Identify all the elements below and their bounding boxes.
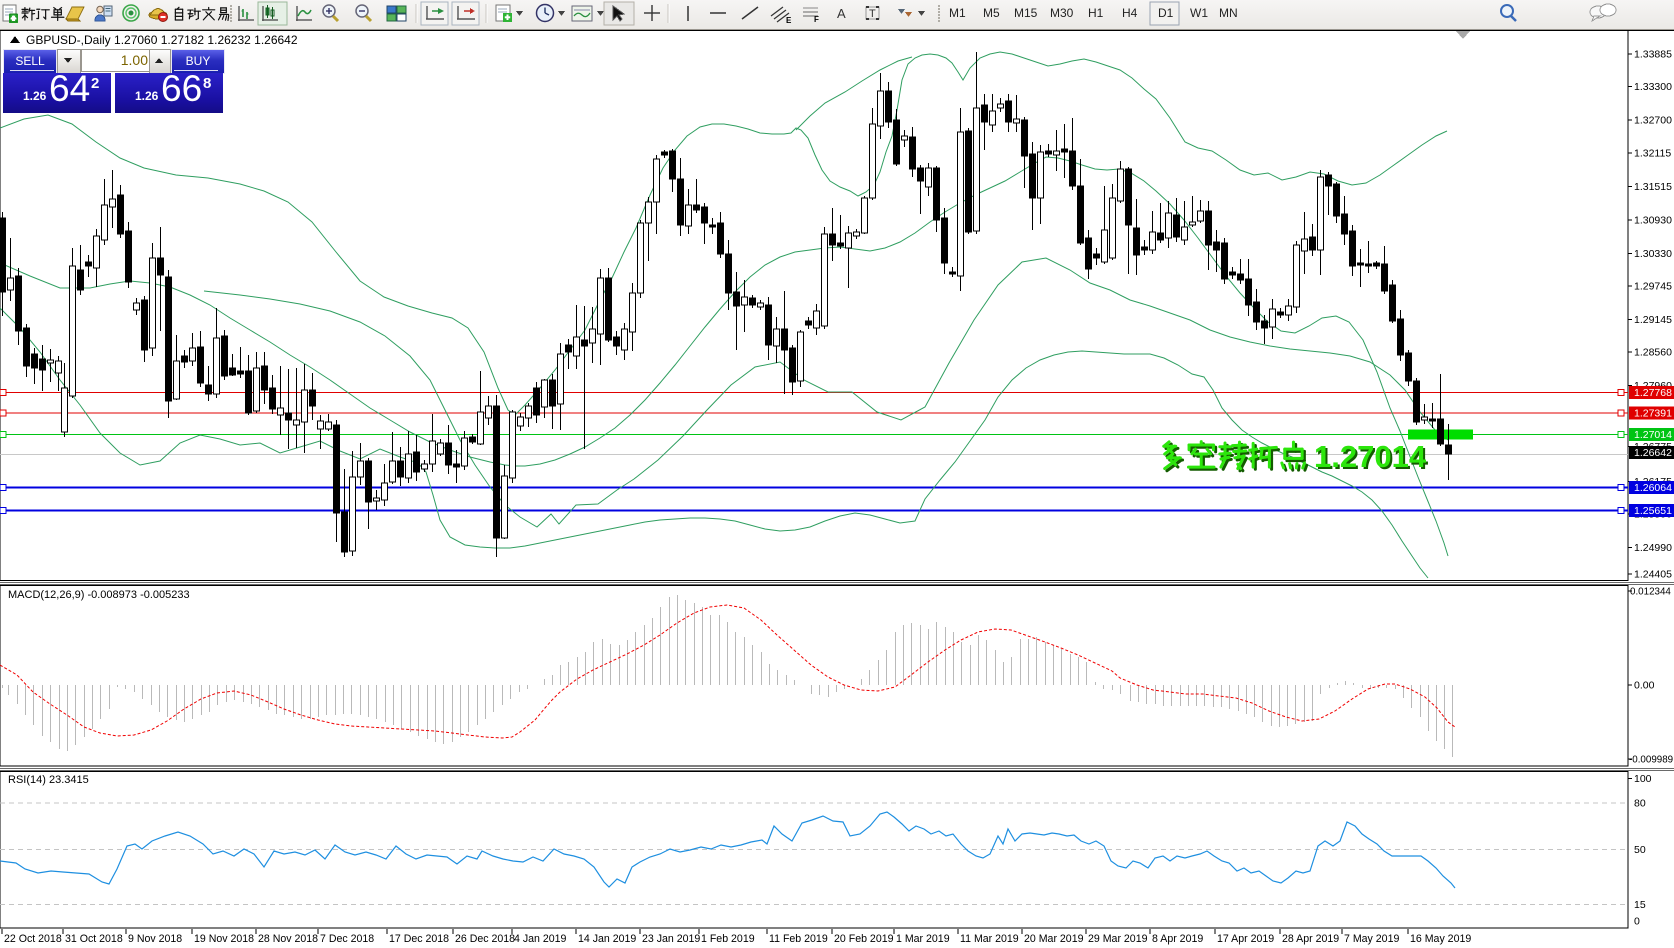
svg-text:1.30330: 1.30330 — [1634, 248, 1672, 260]
svg-text:1 Feb 2019: 1 Feb 2019 — [701, 933, 755, 945]
svg-text:D1: D1 — [1158, 6, 1174, 20]
svg-text:0: 0 — [1634, 916, 1640, 928]
svg-text:15: 15 — [1634, 899, 1646, 911]
svg-text:1.27391: 1.27391 — [1634, 408, 1672, 420]
svg-text:8 Apr 2019: 8 Apr 2019 — [1152, 933, 1203, 945]
svg-text:0.012344: 0.012344 — [1630, 587, 1671, 598]
svg-text:1.24990: 1.24990 — [1634, 542, 1672, 554]
svg-text:1 Mar 2019: 1 Mar 2019 — [896, 933, 950, 945]
svg-text:M1: M1 — [949, 6, 966, 20]
svg-text:1.28560: 1.28560 — [1634, 347, 1672, 359]
svg-text:M30: M30 — [1050, 6, 1074, 20]
svg-text:1.29745: 1.29745 — [1634, 280, 1672, 292]
svg-text:1.25651: 1.25651 — [1634, 505, 1672, 517]
svg-text:1.27014: 1.27014 — [1634, 429, 1672, 441]
svg-text:1.33885: 1.33885 — [1634, 49, 1672, 61]
svg-text:M5: M5 — [983, 6, 1000, 20]
svg-text:1.27768: 1.27768 — [1634, 387, 1672, 399]
svg-text:M15: M15 — [1014, 6, 1038, 20]
svg-text:1.24405: 1.24405 — [1634, 569, 1672, 581]
svg-text:28 Nov 2018: 28 Nov 2018 — [258, 933, 318, 945]
svg-text:A: A — [837, 6, 846, 21]
svg-text:17 Apr 2019: 17 Apr 2019 — [1217, 933, 1274, 945]
svg-text:7 Dec 2018: 7 Dec 2018 — [320, 933, 374, 945]
svg-text:0.00: 0.00 — [1634, 680, 1655, 692]
svg-text:28 Apr 2019: 28 Apr 2019 — [1282, 933, 1339, 945]
svg-text:1.32700: 1.32700 — [1634, 115, 1672, 127]
svg-text:11 Feb 2019: 11 Feb 2019 — [769, 933, 828, 945]
svg-text:9 Nov 2018: 9 Nov 2018 — [128, 933, 182, 945]
svg-text:20 Mar 2019: 20 Mar 2019 — [1024, 933, 1084, 945]
svg-text:1.29145: 1.29145 — [1634, 314, 1672, 326]
svg-text:1.26064: 1.26064 — [1634, 482, 1672, 494]
svg-text:F: F — [814, 15, 819, 24]
svg-text:19 Nov 2018: 19 Nov 2018 — [194, 933, 254, 945]
svg-text:17 Dec 2018: 17 Dec 2018 — [389, 933, 449, 945]
svg-text:-0.009989: -0.009989 — [1629, 755, 1673, 766]
svg-text:29 Mar 2019: 29 Mar 2019 — [1088, 933, 1148, 945]
svg-text:50: 50 — [1634, 844, 1646, 856]
svg-text:26 Dec 2018: 26 Dec 2018 — [455, 933, 515, 945]
svg-text:1.26642: 1.26642 — [1634, 447, 1672, 459]
svg-text:T: T — [869, 8, 876, 20]
svg-text:H1: H1 — [1088, 6, 1104, 20]
svg-text:31 Oct 2018: 31 Oct 2018 — [65, 933, 123, 945]
svg-text:1.33300: 1.33300 — [1634, 81, 1672, 93]
svg-text:H4: H4 — [1122, 6, 1138, 20]
svg-text:80: 80 — [1634, 798, 1646, 810]
svg-text:14 Jan 2019: 14 Jan 2019 — [578, 933, 636, 945]
svg-text:4 Jan 2019: 4 Jan 2019 — [514, 933, 567, 945]
svg-text:W1: W1 — [1190, 6, 1208, 20]
svg-text:22 Oct 2018: 22 Oct 2018 — [4, 933, 62, 945]
svg-text:E: E — [786, 16, 792, 25]
svg-text:16 May 2019: 16 May 2019 — [1410, 933, 1471, 945]
svg-text:23 Jan 2019: 23 Jan 2019 — [642, 933, 700, 945]
svg-text:GBPUSD-,Daily 1.27060 1.27182: GBPUSD-,Daily 1.27060 1.27182 1.26232 1.… — [26, 33, 298, 47]
svg-text:MN: MN — [1219, 6, 1238, 20]
svg-text:1.27014: 1.27014 — [1316, 441, 1429, 476]
svg-text:1.32115: 1.32115 — [1634, 147, 1671, 159]
svg-text:7 May 2019: 7 May 2019 — [1344, 933, 1399, 945]
svg-text:1.30930: 1.30930 — [1634, 214, 1672, 226]
svg-text:20 Feb 2019: 20 Feb 2019 — [834, 933, 894, 945]
svg-text:1.27014: 1.27014 — [1314, 439, 1427, 474]
svg-text:100: 100 — [1634, 773, 1652, 785]
svg-text:11 Mar 2019: 11 Mar 2019 — [960, 933, 1019, 945]
svg-text:RSI(14) 23.3415: RSI(14) 23.3415 — [8, 774, 89, 786]
svg-text:MACD(12,26,9) -0.008973 -0.005: MACD(12,26,9) -0.008973 -0.005233 — [8, 589, 190, 601]
svg-text:1.31515: 1.31515 — [1634, 181, 1672, 193]
